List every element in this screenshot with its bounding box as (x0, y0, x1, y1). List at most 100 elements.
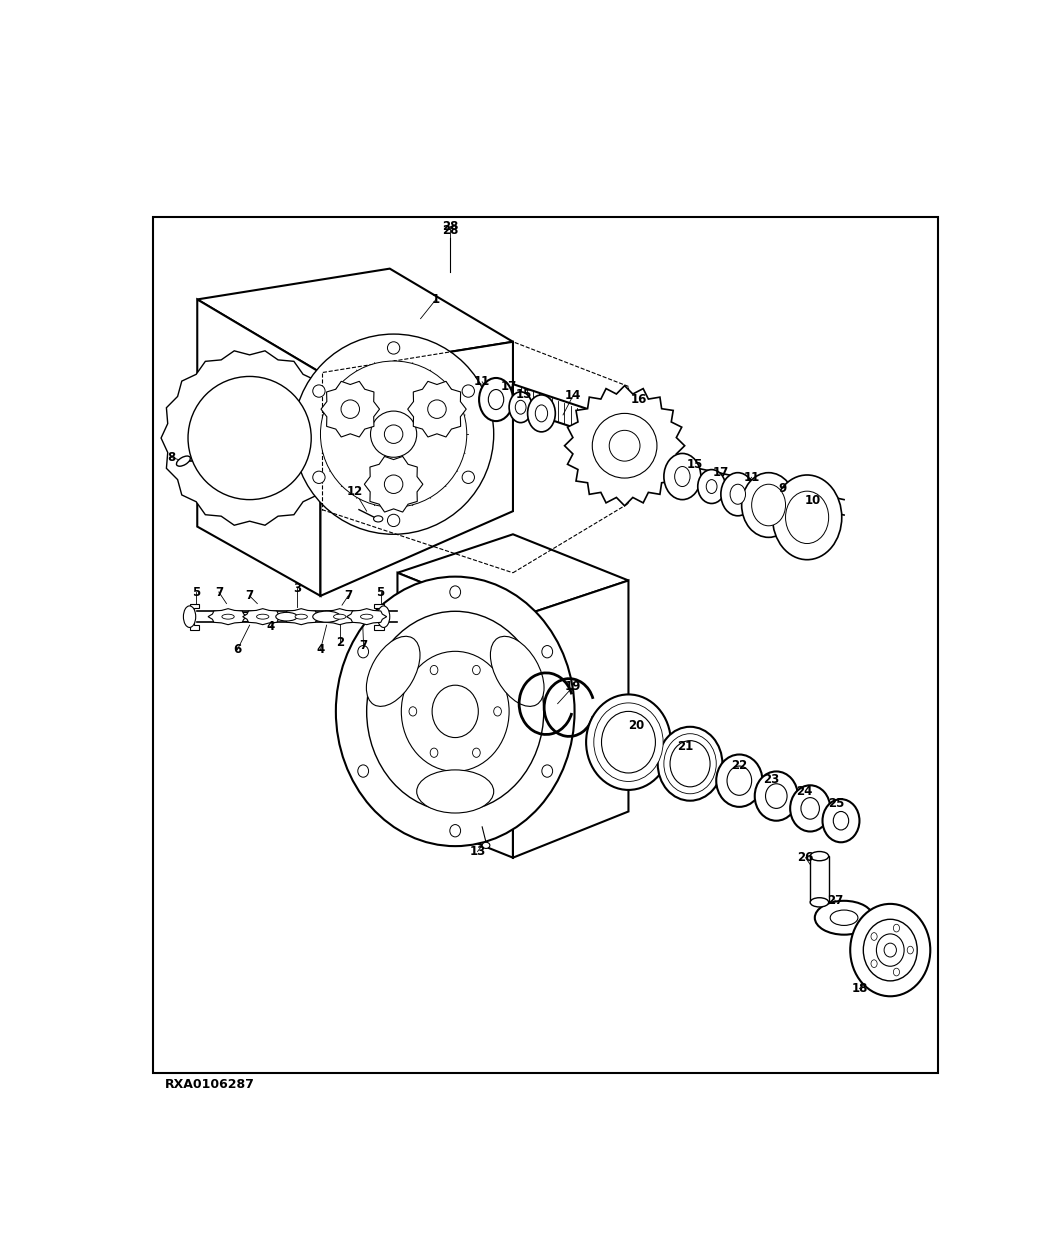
Text: 6: 6 (233, 643, 242, 657)
Ellipse shape (877, 934, 904, 967)
Polygon shape (319, 608, 360, 624)
Ellipse shape (815, 901, 874, 934)
Bar (152, 216, 938, 1074)
Ellipse shape (256, 615, 269, 620)
Polygon shape (197, 269, 513, 373)
Ellipse shape (462, 384, 475, 397)
Ellipse shape (791, 785, 830, 831)
Ellipse shape (222, 615, 234, 620)
Ellipse shape (863, 919, 917, 980)
Text: 7: 7 (344, 590, 352, 602)
Ellipse shape (884, 943, 896, 957)
Ellipse shape (535, 404, 548, 422)
Polygon shape (321, 382, 380, 437)
Ellipse shape (542, 646, 552, 658)
Text: 21: 21 (678, 739, 694, 753)
Ellipse shape (276, 612, 297, 621)
Polygon shape (189, 603, 199, 629)
Polygon shape (398, 534, 629, 620)
Ellipse shape (488, 389, 503, 409)
Text: 4: 4 (266, 621, 275, 633)
Ellipse shape (336, 577, 575, 846)
Ellipse shape (850, 904, 930, 996)
Ellipse shape (387, 342, 400, 355)
Polygon shape (347, 608, 386, 624)
Text: 7: 7 (360, 639, 368, 652)
Ellipse shape (772, 475, 842, 560)
Ellipse shape (593, 413, 656, 478)
Ellipse shape (494, 707, 501, 717)
Polygon shape (243, 608, 283, 624)
Ellipse shape (675, 466, 691, 486)
Ellipse shape (428, 399, 446, 418)
Polygon shape (320, 342, 513, 596)
Polygon shape (398, 572, 513, 857)
Ellipse shape (450, 825, 461, 837)
Text: 2: 2 (335, 636, 344, 648)
Ellipse shape (373, 516, 383, 522)
Text: 4: 4 (316, 643, 325, 657)
Ellipse shape (401, 652, 509, 771)
Ellipse shape (594, 703, 663, 781)
Ellipse shape (871, 960, 877, 968)
Text: 11: 11 (475, 376, 491, 388)
Ellipse shape (509, 392, 532, 423)
Ellipse shape (871, 933, 877, 940)
Ellipse shape (664, 734, 716, 794)
Polygon shape (565, 386, 684, 506)
Text: 28: 28 (442, 224, 458, 236)
Text: 20: 20 (628, 719, 645, 731)
Text: 19: 19 (565, 680, 581, 693)
Text: 22: 22 (731, 759, 748, 771)
Text: 3: 3 (294, 582, 301, 595)
Text: 14: 14 (565, 389, 581, 402)
Polygon shape (408, 382, 466, 437)
Ellipse shape (366, 636, 420, 707)
Ellipse shape (482, 842, 489, 848)
Text: 17: 17 (501, 379, 517, 393)
Bar (810, 856, 829, 902)
Ellipse shape (908, 947, 913, 954)
Text: 9: 9 (779, 481, 786, 495)
Ellipse shape (450, 586, 461, 598)
Ellipse shape (384, 475, 403, 494)
Ellipse shape (810, 852, 829, 861)
Ellipse shape (894, 924, 899, 932)
Ellipse shape (430, 666, 438, 674)
Ellipse shape (367, 611, 544, 811)
Text: 12: 12 (347, 485, 363, 499)
Ellipse shape (432, 685, 479, 738)
Polygon shape (364, 457, 422, 513)
Ellipse shape (479, 378, 513, 420)
Ellipse shape (358, 765, 368, 778)
Ellipse shape (409, 707, 417, 717)
Ellipse shape (333, 615, 346, 620)
Text: 7: 7 (246, 590, 253, 602)
Ellipse shape (183, 606, 196, 627)
Ellipse shape (670, 740, 710, 787)
Ellipse shape (294, 335, 494, 534)
Ellipse shape (472, 748, 480, 758)
Ellipse shape (830, 911, 858, 926)
Polygon shape (513, 581, 629, 857)
Ellipse shape (361, 615, 372, 620)
Ellipse shape (430, 748, 438, 758)
Ellipse shape (342, 399, 360, 418)
Text: 24: 24 (796, 785, 812, 797)
Text: 18: 18 (851, 982, 867, 995)
Ellipse shape (720, 473, 754, 516)
Text: 27: 27 (827, 893, 843, 907)
Ellipse shape (491, 636, 544, 707)
Text: 5: 5 (377, 586, 385, 598)
Ellipse shape (664, 453, 701, 500)
Text: 7: 7 (215, 586, 222, 598)
Ellipse shape (698, 469, 726, 504)
Ellipse shape (610, 430, 641, 462)
Text: 13: 13 (469, 845, 485, 858)
Ellipse shape (754, 771, 798, 821)
Bar (236, 612, 261, 621)
Text: 10: 10 (805, 494, 821, 506)
Ellipse shape (706, 480, 717, 494)
Text: 25: 25 (828, 797, 845, 810)
Polygon shape (161, 351, 338, 525)
